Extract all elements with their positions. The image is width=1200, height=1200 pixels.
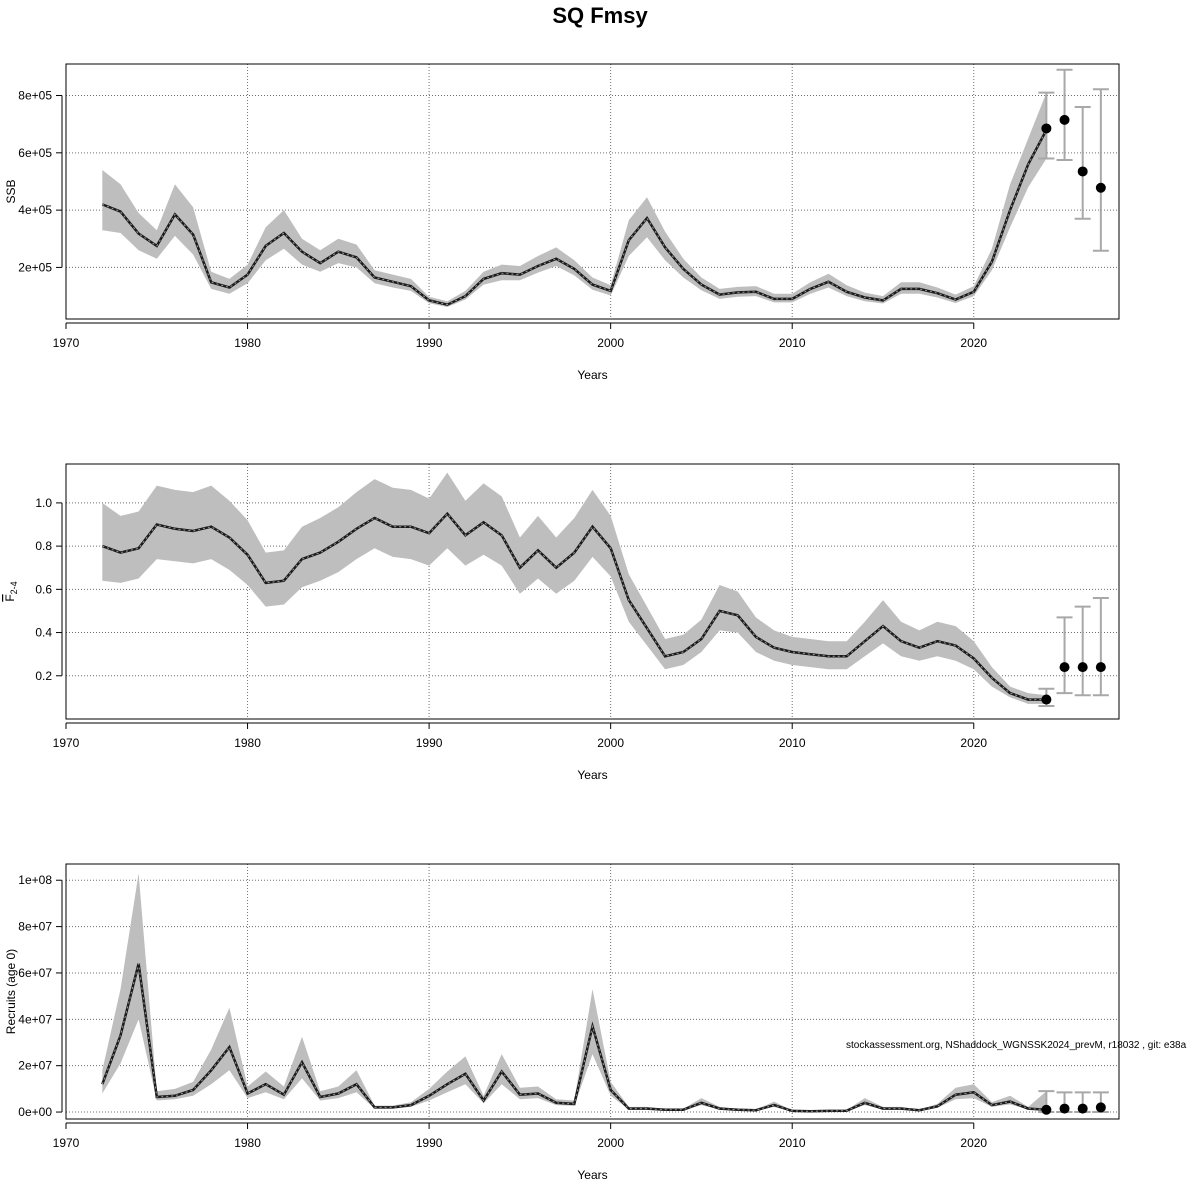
y-axis-label: SSB (4, 179, 18, 203)
x-tick-label: 1990 (416, 736, 443, 750)
panel-1: 1970 1980 1990 2000 2010 2020 Years 2e+05 4e+05 6… (4, 63, 1120, 382)
y-tick-label: 0e+00 (18, 1105, 52, 1119)
y-tick-label: 0.8 (35, 539, 52, 553)
x-tick-label: 1970 (53, 1136, 80, 1150)
x-tick-label: 2000 (597, 336, 624, 350)
y-tick-label: 1e+08 (18, 873, 52, 887)
y-tick-label: 8e+05 (18, 89, 52, 103)
panel-3: 1970 1980 1990 2000 2010 2020 Years 0e+00 2e+07 4… (4, 863, 1120, 1182)
y-tick-label: 2e+07 (18, 1059, 52, 1073)
y-tick-label: 0.6 (35, 582, 52, 596)
y-tick-label: 4e+05 (18, 203, 52, 217)
x-tick-label: 2000 (597, 1136, 624, 1150)
x-tick-label: 1990 (416, 1136, 443, 1150)
x-tick-label: 1970 (53, 336, 80, 350)
x-tick-label: 1970 (53, 736, 80, 750)
plot-frame (65, 63, 1120, 320)
confidence-band (102, 92, 1047, 307)
x-tick-label: 2000 (597, 736, 624, 750)
watermark: stockassessment.org, NShaddock_WGNSSK202… (846, 1040, 1187, 1051)
forecast-point (1095, 1102, 1106, 1113)
confidence-band (102, 472, 1047, 704)
x-tick-label: 1980 (234, 736, 261, 750)
forecast-point (1059, 662, 1070, 673)
forecast-point (1095, 662, 1106, 673)
forecast-point (1077, 1103, 1088, 1114)
y-tick-label: 4e+07 (18, 1012, 52, 1026)
forecast-point (1041, 694, 1052, 705)
forecast-point (1077, 662, 1088, 673)
x-tick-label: 2010 (779, 1136, 806, 1150)
x-tick-label: 2010 (779, 736, 806, 750)
forecast-point (1077, 166, 1088, 177)
x-axis-label: Years (577, 1168, 607, 1182)
forecast-point (1041, 123, 1052, 134)
y-tick-label: 6e+07 (18, 966, 52, 980)
x-tick-label: 1980 (234, 336, 261, 350)
x-axis-label: Years (577, 768, 607, 782)
panel-2: 1970 1980 1990 2000 2010 2020 Years 0.2 0.4 0.6 0.… (3, 463, 1120, 782)
x-tick-label: 2020 (960, 336, 987, 350)
y-tick-label: 2e+05 (18, 260, 52, 274)
estimate-line-dash (102, 512, 1047, 701)
chart-title: SQ Fmsy (552, 3, 648, 28)
x-tick-label: 1980 (234, 1136, 261, 1150)
y-axis-label: Recruits (age 0) (4, 949, 18, 1034)
x-axis-label: Years (577, 368, 607, 382)
y-tick-label: 0.4 (35, 626, 52, 640)
forecast-point (1041, 1104, 1052, 1115)
x-tick-label: 2010 (779, 336, 806, 350)
y-tick-label: 0.2 (35, 669, 52, 683)
forecast-point (1059, 1103, 1070, 1114)
y-tick-label: 8e+07 (18, 920, 52, 934)
y-tick-label: 1.0 (35, 496, 52, 510)
estimate-line-dash (102, 129, 1047, 306)
y-axis-label-subscript: 2-4 (9, 581, 19, 594)
x-tick-label: 2020 (960, 736, 987, 750)
y-axis-label: F2-4 (3, 581, 19, 601)
y-axis-label-main: F (3, 594, 17, 601)
x-tick-label: 2020 (960, 1136, 987, 1150)
x-tick-label: 1990 (416, 336, 443, 350)
estimate-line (101, 129, 1048, 307)
estimate-line-dash (101, 963, 1047, 1112)
confidence-band (102, 873, 1047, 1112)
plot-frame (65, 863, 1120, 1120)
forecast-point (1059, 114, 1070, 125)
plot-frame (65, 463, 1120, 720)
y-tick-label: 6e+05 (18, 146, 52, 160)
forecast-point (1095, 182, 1106, 193)
